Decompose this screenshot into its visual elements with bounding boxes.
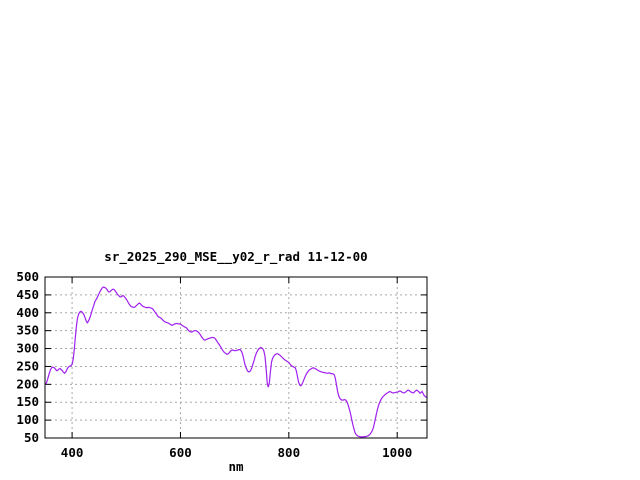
spectrum-line [44, 286, 427, 438]
svg-text:100: 100 [16, 412, 39, 427]
svg-text:600: 600 [169, 445, 192, 460]
svg-text:50: 50 [24, 430, 39, 445]
svg-text:500: 500 [16, 269, 39, 284]
svg-text:450: 450 [16, 287, 39, 302]
grid-lines [45, 277, 427, 438]
svg-text:150: 150 [16, 394, 39, 409]
x-axis-label: nm [228, 459, 244, 474]
svg-text:200: 200 [16, 376, 39, 391]
svg-text:800: 800 [278, 445, 301, 460]
svg-text:350: 350 [16, 323, 39, 338]
tick-labels: 400 600 800 1000 50 100 150 200 250 300 350 400 450 5… [16, 269, 412, 460]
svg-text:1000: 1000 [382, 445, 412, 460]
svg-text:300: 300 [16, 341, 39, 356]
svg-text:250: 250 [16, 358, 39, 373]
chart-title: sr_2025_290_MSE__y02_r_rad 11-12-00 [104, 249, 367, 265]
svg-text:400: 400 [61, 445, 84, 460]
svg-text:400: 400 [16, 305, 39, 320]
plot-border [44, 276, 428, 439]
data-line-series [44, 286, 427, 438]
